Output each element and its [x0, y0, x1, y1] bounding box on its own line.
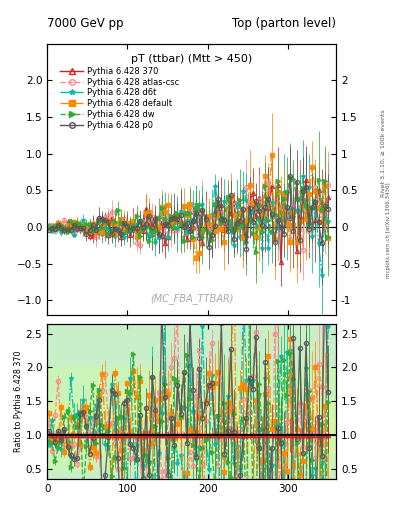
Text: mcplots.cern.ch [arXiv:1306.3436]: mcplots.cern.ch [arXiv:1306.3436]: [386, 183, 391, 278]
Text: pT (ttbar) (Mtt > 450): pT (ttbar) (Mtt > 450): [131, 54, 252, 65]
Text: 7000 GeV pp: 7000 GeV pp: [47, 17, 124, 30]
Bar: [47, 401, 336, 452]
Legend: Pythia 6.428 370, Pythia 6.428 atlas-csc, Pythia 6.428 d6t, Pythia 6.428 default: Pythia 6.428 370, Pythia 6.428 atlas-csc…: [57, 63, 183, 133]
Bar: [47, 368, 336, 468]
Text: Top (parton level): Top (parton level): [232, 17, 336, 30]
Text: (MC_FBA_TTBAR): (MC_FBA_TTBAR): [150, 293, 233, 304]
Bar: [47, 324, 336, 479]
Text: Rivet 3.1.10, ≥ 100k events: Rivet 3.1.10, ≥ 100k events: [381, 110, 386, 198]
Y-axis label: Ratio to Pythia 6.428 370: Ratio to Pythia 6.428 370: [14, 350, 23, 452]
